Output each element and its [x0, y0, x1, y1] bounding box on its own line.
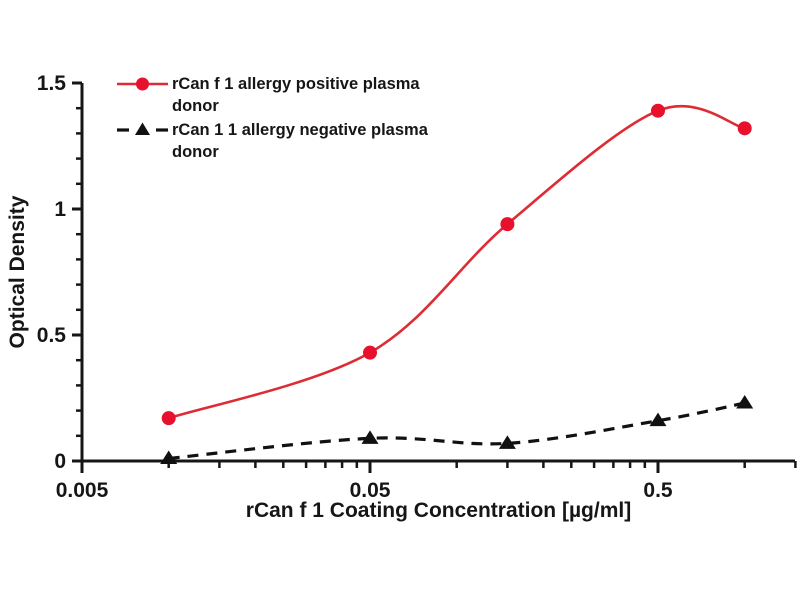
data-point-marker: [161, 411, 176, 426]
data-point-marker: [649, 412, 667, 427]
series-line: [168, 401, 746, 461]
legend: rCan f 1 allergy positive plasmadonorrCa…: [117, 75, 429, 161]
x-axis-title: rCan f 1 Coating Concentration [µg/ml]: [246, 499, 631, 522]
x-tick-label: 0.5: [643, 479, 673, 502]
y-axis-title: Optical Density: [6, 195, 29, 348]
data-point-marker: [737, 121, 752, 136]
x-tick-label: 0.005: [56, 479, 109, 502]
legend-label: donor: [172, 143, 219, 161]
axes: 0 0.5 1 1.5 0.005 0.05 0.5: [37, 72, 797, 502]
y-tick-label: 0: [54, 450, 66, 473]
y-tick-label: 0.5: [37, 324, 67, 347]
legend-triangle-marker-icon: [135, 122, 150, 135]
data-point-marker: [736, 395, 754, 409]
y-tick-label: 1: [54, 198, 66, 221]
data-point-marker: [363, 345, 377, 360]
series-1: [160, 395, 754, 464]
legend-circle-marker-icon: [136, 77, 149, 91]
legend-label: rCan f 1 allergy positive plasma: [172, 75, 420, 93]
data-point-marker: [361, 430, 379, 444]
y-tick-label: 1.5: [37, 72, 67, 95]
legend-label: rCan 1 1 allergy negative plasma: [172, 121, 429, 139]
data-point-marker: [160, 450, 178, 464]
series-0: [161, 103, 752, 426]
legend-item: rCan f 1 allergy positive plasma donor: [117, 75, 420, 115]
legend-item: rCan 1 1 allergy negative plasma donor: [117, 121, 429, 161]
data-point-marker: [651, 103, 665, 118]
legend-label: donor: [172, 97, 219, 115]
data-point-marker: [498, 435, 516, 449]
series-line: [168, 104, 746, 420]
data-point-marker: [500, 217, 515, 232]
x-tick-label: 0.05: [350, 479, 391, 502]
